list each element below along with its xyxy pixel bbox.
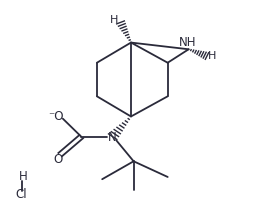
Text: ⁻O: ⁻O bbox=[48, 110, 63, 123]
Text: N: N bbox=[108, 131, 117, 144]
Text: H: H bbox=[208, 51, 216, 61]
Text: H: H bbox=[110, 15, 118, 25]
Text: O: O bbox=[53, 153, 62, 166]
Text: Cl: Cl bbox=[15, 188, 27, 201]
Text: NH: NH bbox=[179, 36, 196, 49]
Text: H: H bbox=[19, 170, 28, 183]
